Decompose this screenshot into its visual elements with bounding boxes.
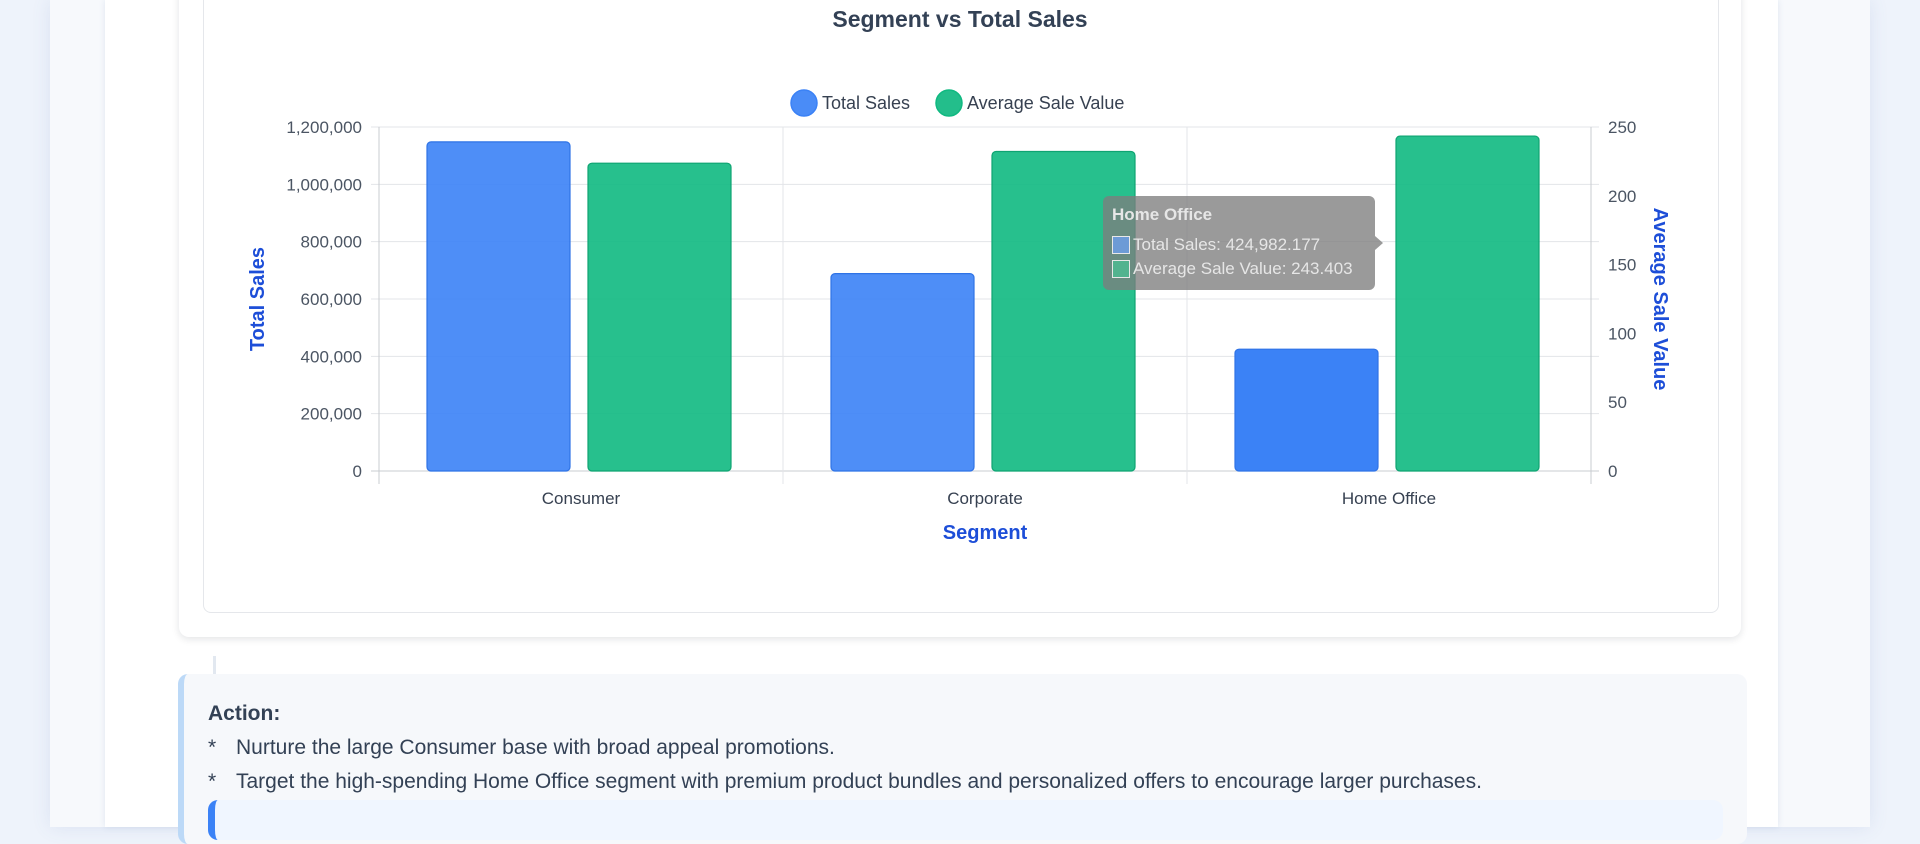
y2-tick-label: 200: [1608, 187, 1636, 206]
x-axis-title: Segment: [943, 522, 1028, 544]
chart-title: Segment vs Total Sales: [832, 6, 1088, 32]
action-title: Action:: [208, 702, 281, 725]
y2-tick-label: 100: [1608, 324, 1636, 343]
bar-total-sales: [830, 273, 975, 472]
y-tick-label: 600,000: [301, 290, 362, 309]
x-tick-label: Corporate: [947, 489, 1023, 508]
tooltip-swatch-average-sale: [1112, 260, 1130, 278]
y2-tick-label: 0: [1608, 462, 1617, 481]
legend-swatch: [935, 89, 963, 117]
tooltip-row-total-sales: Total Sales: 424,982.177: [1112, 235, 1320, 255]
y2-tick-label: 50: [1608, 393, 1627, 412]
action-item: * Nurture the large Consumer base with br…: [208, 736, 835, 760]
y-tick-label: 1,200,000: [286, 118, 362, 137]
legend-label: Average Sale Value: [967, 93, 1124, 113]
y-tick-label: 800,000: [301, 233, 362, 252]
y2-tick-label: 250: [1608, 118, 1636, 137]
x-tick-label: Consumer: [542, 489, 621, 508]
legend-label: Total Sales: [822, 93, 910, 113]
tooltip-row-text: Average Sale Value: 243.403: [1133, 259, 1353, 278]
y2-tick-label: 150: [1608, 256, 1636, 275]
bullet-marker: *: [208, 736, 217, 759]
next-callout: [208, 800, 1723, 840]
y2-axis-title: Average Sale Value: [1649, 208, 1671, 391]
tooltip-row-text: Total Sales: 424,982.177: [1133, 235, 1321, 254]
y-tick-label: 1,000,000: [286, 175, 362, 194]
bar-total-sales: [1234, 348, 1379, 472]
y-axis-title: Total Sales: [247, 247, 269, 351]
bullet-marker: *: [208, 770, 217, 793]
segment-sales-chart[interactable]: 0 200,000 400,000 600,000 800,000 1,000,000 1,…: [0, 0, 1920, 827]
bar-average-sale-value: [587, 162, 732, 472]
y-tick-label: 200,000: [301, 405, 362, 424]
x-tick-label: Home Office: [1342, 489, 1436, 508]
tooltip-row-average-sale: Average Sale Value: 243.403: [1112, 259, 1353, 279]
action-item: * Target the high-spending Home Office se…: [208, 770, 1482, 794]
legend-swatch: [790, 89, 818, 117]
bar-average-sale-value: [1395, 135, 1540, 472]
tooltip-swatch-total-sales: [1112, 236, 1130, 254]
y-tick-label: 0: [353, 462, 362, 481]
action-item-text: Target the high-spending Home Office seg…: [236, 770, 1482, 793]
chart-tooltip: Home Office Total Sales: 424,982.177 Ave…: [1103, 196, 1383, 290]
bar-total-sales: [426, 141, 571, 472]
bar-average-sale-value: [991, 150, 1136, 472]
tooltip-title: Home Office: [1112, 205, 1213, 224]
action-item-text: Nurture the large Consumer base with bro…: [236, 736, 835, 759]
y-tick-label: 400,000: [301, 347, 362, 366]
